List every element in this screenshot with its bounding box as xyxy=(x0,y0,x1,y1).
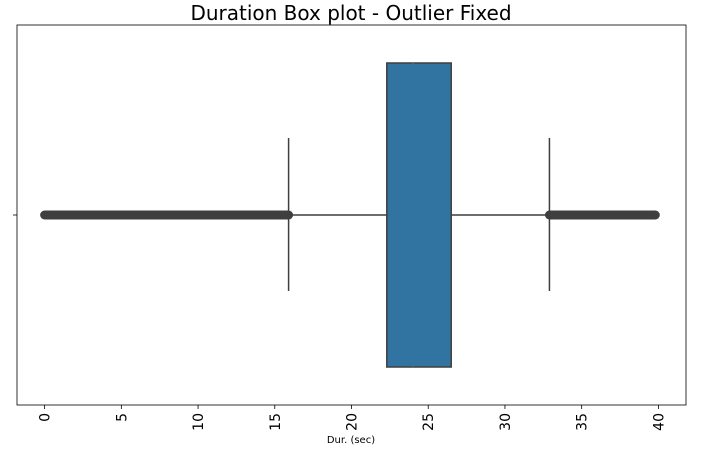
x-tick-label-20: 20 xyxy=(345,413,361,431)
x-tick-label-15: 15 xyxy=(268,413,284,431)
x-tick-label-30: 30 xyxy=(498,413,514,431)
x-tick-label-5: 5 xyxy=(114,413,130,422)
x-tick-label-40: 40 xyxy=(651,413,667,431)
whiskers xyxy=(287,138,551,291)
x-tick-label-25: 25 xyxy=(421,413,437,431)
x-tick-label-35: 35 xyxy=(575,413,591,431)
x-axis-label: Dur. (sec) xyxy=(327,435,375,446)
x-tick-label-0: 0 xyxy=(38,413,54,422)
chart-title: Duration Box plot - Outlier Fixed xyxy=(190,1,511,25)
box xyxy=(386,62,452,368)
x-tick-label-10: 10 xyxy=(191,413,207,431)
iqr-box xyxy=(386,62,452,368)
x-axis-ticks: 0 5 10 15 20 25 30 35 40 xyxy=(38,405,667,431)
